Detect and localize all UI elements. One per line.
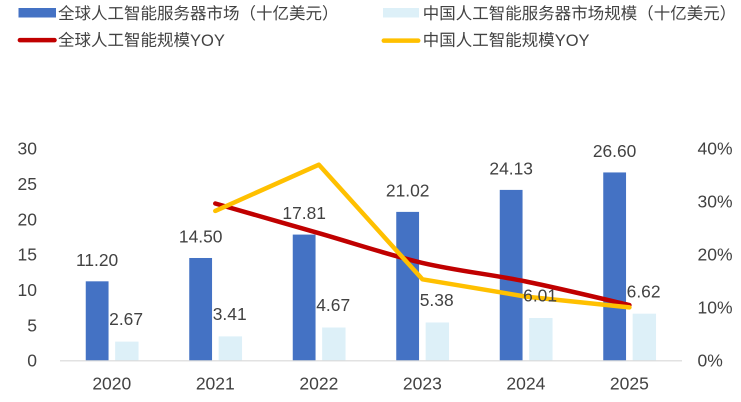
svg-text:5: 5 [27,315,37,335]
svg-text:4.67: 4.67 [316,295,350,315]
svg-text:21.02: 21.02 [386,180,430,200]
svg-text:YOY: YOY [555,32,590,50]
svg-text:2025: 2025 [610,374,649,394]
svg-text:24.13: 24.13 [489,158,533,178]
svg-text:30: 30 [18,139,38,159]
svg-text:0: 0 [27,351,37,371]
svg-text:11.20: 11.20 [76,250,118,270]
svg-text:2.67: 2.67 [109,309,143,329]
svg-text:14.50: 14.50 [179,227,223,247]
svg-text:26.60: 26.60 [593,141,637,161]
svg-text:25: 25 [18,174,37,194]
svg-text:15: 15 [18,245,37,265]
svg-text:30%: 30% [698,192,733,212]
svg-text:5.38: 5.38 [420,290,454,310]
svg-text:6.01: 6.01 [523,286,557,306]
svg-text:10: 10 [18,280,38,300]
svg-text:17.81: 17.81 [282,203,326,223]
svg-text:6.62: 6.62 [627,281,661,301]
svg-text:2022: 2022 [299,374,338,394]
svg-text:YOY: YOY [190,32,225,50]
svg-text:40%: 40% [698,139,733,159]
svg-text:20: 20 [18,209,38,229]
svg-text:2023: 2023 [403,374,442,394]
svg-text:2021: 2021 [196,374,235,394]
svg-text:20%: 20% [698,245,733,265]
svg-text:2020: 2020 [92,374,131,394]
svg-text:2024: 2024 [506,374,545,394]
svg-text:0%: 0% [698,351,723,371]
svg-text:10%: 10% [698,298,733,318]
svg-text:3.41: 3.41 [213,304,247,324]
